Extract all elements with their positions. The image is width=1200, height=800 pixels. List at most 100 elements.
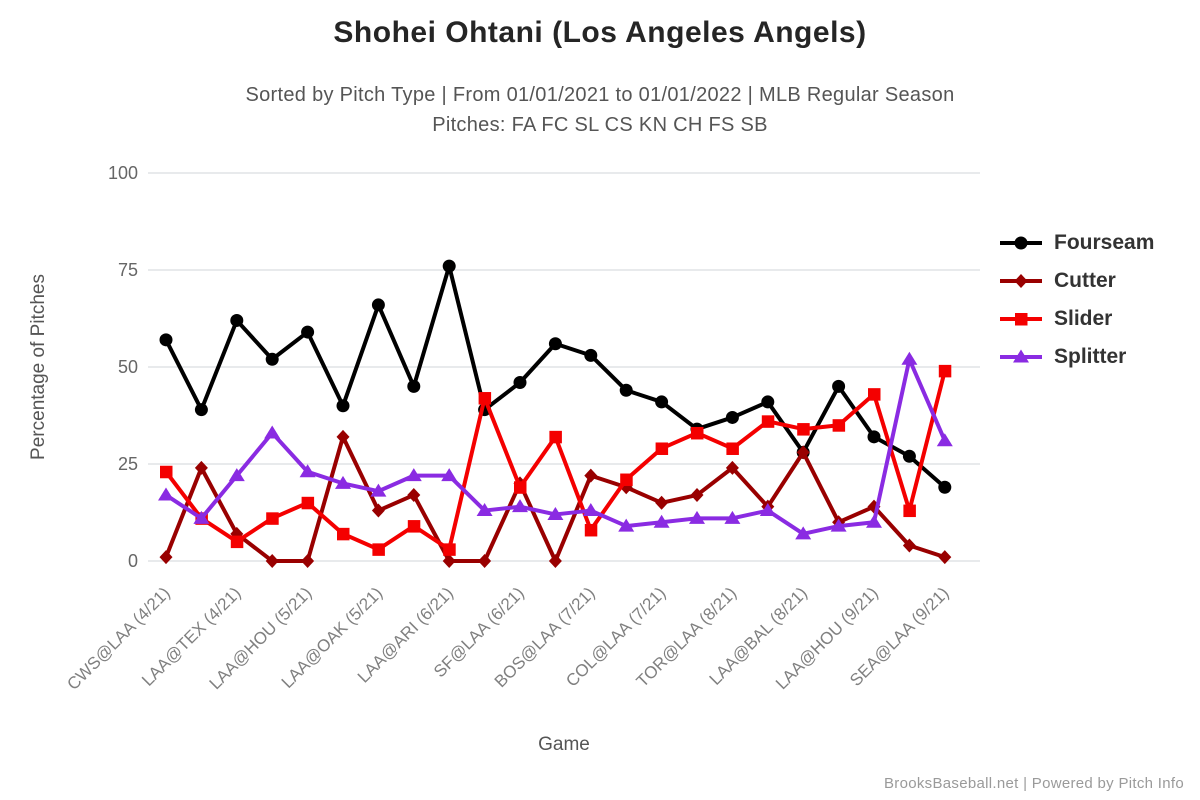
- fourseam-marker: [230, 313, 244, 327]
- splitter-marker: [618, 518, 635, 532]
- slider-marker: [549, 430, 562, 444]
- fourseam-marker: [655, 395, 669, 409]
- cutter-marker: [159, 550, 173, 565]
- chart-subtitle-line1: Sorted by Pitch Type | From 01/01/2021 t…: [245, 84, 955, 106]
- splitter-marker: [724, 510, 741, 524]
- cutter-marker: [371, 503, 385, 518]
- chart-title: Shohei Ohtani (Los Angeles Angels): [333, 16, 867, 49]
- cutter-marker: [442, 554, 456, 568]
- footer-credit: BrooksBaseball.net | Powered by Pitch In…: [884, 775, 1184, 792]
- splitter-marker: [370, 483, 387, 497]
- legend-item-cutter: Cutter: [998, 269, 1154, 292]
- cutter-marker: [407, 488, 421, 503]
- x-axis-title: Game: [538, 734, 590, 755]
- cutter-marker: [690, 488, 704, 503]
- fourseam-marker: [194, 403, 208, 417]
- splitter-marker: [264, 425, 281, 439]
- splitter-marker: [866, 514, 882, 528]
- cutter-line: [164, 434, 947, 563]
- chart-legend: Fourseam Cutter Slider Splitter: [998, 231, 1154, 384]
- cutter-marker: [301, 554, 315, 568]
- splitter-marker: [335, 475, 351, 489]
- slider-marker: [266, 512, 279, 525]
- splitter-marker: [830, 518, 847, 532]
- fourseam-marker: [265, 352, 279, 366]
- cutter-series: [159, 429, 952, 568]
- slider-marker: [478, 392, 492, 405]
- slider-marker: [443, 543, 456, 556]
- cutter-marker: [902, 538, 916, 553]
- slider-line: [164, 368, 947, 552]
- cutter-marker: [938, 550, 952, 565]
- slider-marker: [868, 388, 881, 401]
- splitter-marker: [158, 487, 174, 501]
- slider-marker: [620, 473, 633, 487]
- chart-subtitle-line2: Pitches: FA FC SL CS KN CH FS SB: [432, 114, 768, 136]
- y-tick-label: 100: [108, 163, 138, 183]
- cutter-legend-marker: [1014, 274, 1028, 288]
- slider-legend-marker: [1015, 313, 1028, 326]
- slider-marker: [230, 535, 244, 549]
- y-tick-label: 0: [128, 551, 138, 571]
- splitter-series: [158, 351, 953, 540]
- cutter-marker: [478, 554, 492, 568]
- slider-marker: [655, 442, 669, 455]
- splitter-marker: [299, 464, 316, 478]
- splitter-marker: [193, 510, 210, 524]
- splitter-marker: [936, 433, 953, 447]
- splitter-marker: [582, 503, 599, 517]
- fourseam-marker: [371, 298, 385, 312]
- fourseam-marker: [725, 410, 739, 424]
- cutter-marker: [265, 554, 279, 568]
- splitter-legend-marker: [1013, 349, 1029, 363]
- splitter-marker: [901, 351, 918, 365]
- legend-item-slider: Slider: [998, 307, 1154, 330]
- splitter-marker: [476, 503, 493, 517]
- y-axis-title: Percentage of Pitches: [28, 274, 49, 460]
- cutter-marker: [548, 554, 562, 568]
- slider-marker: [938, 364, 952, 378]
- splitter-marker: [547, 506, 564, 520]
- slider-marker: [761, 415, 775, 428]
- fourseam-marker: [938, 480, 952, 494]
- slider-marker: [301, 496, 315, 510]
- y-tick-label: 25: [118, 454, 138, 474]
- slider-marker: [691, 426, 704, 440]
- cutter-marker: [194, 460, 208, 475]
- fourseam-marker: [832, 379, 846, 393]
- fourseam-marker: [159, 333, 173, 347]
- fourseam-marker: [902, 449, 916, 463]
- slider-marker: [407, 520, 421, 533]
- fourseam-marker: [867, 430, 881, 444]
- fourseam-marker: [442, 259, 456, 273]
- splitter-marker: [759, 503, 776, 517]
- legend-item-fourseam: Fourseam: [998, 231, 1154, 254]
- splitter-marker: [795, 526, 812, 540]
- slider-marker: [514, 481, 527, 494]
- fourseam-legend-swatch: [1000, 236, 1042, 250]
- cutter-marker: [584, 468, 598, 483]
- fourseam-marker: [407, 379, 421, 393]
- y-tick-label: 50: [118, 357, 138, 377]
- splitter-marker: [405, 468, 422, 482]
- fourseam-marker: [513, 376, 527, 390]
- slider-marker: [584, 523, 598, 537]
- legend-item-splitter: Splitter: [998, 345, 1154, 368]
- cutter-marker: [655, 495, 669, 510]
- fourseam-marker: [548, 337, 562, 351]
- splitter-marker: [689, 510, 705, 524]
- splitter-marker: [512, 499, 528, 513]
- cutter-marker: [725, 460, 739, 475]
- splitter-marker: [653, 514, 670, 528]
- y-tick-label: 75: [118, 260, 138, 280]
- cutter-marker: [336, 429, 350, 444]
- splitter-marker: [441, 468, 458, 482]
- legend-label-splitter: Splitter: [1054, 345, 1127, 368]
- slider-marker: [903, 504, 916, 518]
- fourseam-marker: [619, 383, 633, 397]
- slider-marker: [797, 423, 810, 436]
- fourseam-series: [159, 259, 952, 494]
- slider-legend-swatch: [1000, 313, 1042, 326]
- slider-marker: [372, 543, 385, 556]
- legend-label-cutter: Cutter: [1054, 269, 1116, 292]
